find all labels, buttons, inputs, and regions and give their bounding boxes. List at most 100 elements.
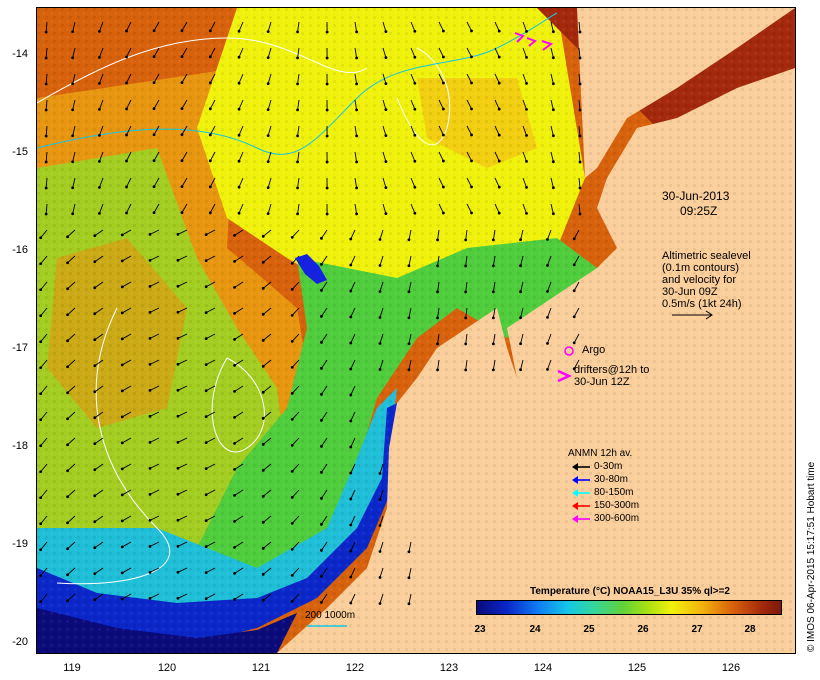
velocity-arrow [321, 411, 328, 421]
velocity-arrow [234, 255, 244, 262]
velocity-arrow-head [261, 468, 265, 472]
velocity-arrow [438, 177, 444, 188]
velocity-arrow-head [204, 363, 208, 367]
velocity-arrow-head [290, 339, 294, 343]
velocity-arrow [181, 125, 188, 135]
velocity-arrow [262, 281, 272, 289]
velocity-arrow-head [152, 133, 156, 137]
velocity-arrow [153, 177, 160, 187]
velocity-arrow-head [233, 519, 236, 523]
velocity-arrow [67, 307, 76, 316]
velocity-arrow-head [39, 418, 43, 422]
velocity-arrow-head [407, 316, 411, 320]
velocity-arrow [149, 489, 160, 495]
velocity-arrow [122, 489, 132, 496]
velocity-arrow [153, 73, 160, 83]
velocity-arrow-head [290, 391, 294, 395]
velocity-arrow [547, 359, 552, 370]
velocity-arrow [492, 333, 496, 344]
velocity-arrow-head [208, 55, 212, 59]
velocity-arrow-head [349, 367, 353, 371]
velocity-arrow-head [407, 576, 411, 580]
velocity-arrow [465, 229, 468, 240]
velocity-arrow [438, 203, 444, 214]
velocity-arrow-head [233, 233, 236, 237]
velocity-arrow [350, 411, 356, 422]
velocity-arrow-head [519, 264, 522, 268]
velocity-arrow [267, 99, 272, 110]
velocity-arrow [321, 281, 328, 291]
velocity-arrow [321, 515, 328, 525]
velocity-arrow-head [320, 600, 323, 604]
velocity-arrow-head [233, 571, 236, 575]
velocity-arrow [547, 255, 552, 266]
velocity-arrow-head [378, 316, 382, 319]
legend-arrow-icon [572, 462, 590, 471]
velocity-arrow [126, 21, 132, 32]
velocity-arrow-head [66, 547, 69, 551]
velocity-arrow-head [551, 56, 555, 60]
velocity-arrow [177, 359, 188, 365]
velocity-arrow [40, 489, 48, 499]
velocity-arrow-head [325, 186, 329, 190]
y-tick-label: -19 [12, 538, 28, 550]
velocity-arrow [234, 229, 244, 236]
velocity-arrow-head [384, 212, 388, 215]
velocity-arrow-head [66, 469, 69, 473]
velocity-arrow [438, 151, 444, 162]
velocity-arrow-head [39, 288, 43, 292]
velocity-arrow-head [237, 159, 241, 163]
velocity-arrow [153, 47, 160, 57]
velocity-arrow-head [464, 238, 468, 242]
velocity-arrow [494, 47, 500, 58]
velocity-arrow-head [176, 596, 180, 600]
velocity-arrow-head [296, 30, 299, 34]
velocity-arrow-head [120, 441, 124, 445]
velocity-arrow [291, 307, 300, 316]
velocity-arrow [94, 307, 104, 315]
velocity-arrow [550, 73, 554, 84]
velocity-arrow-head [261, 364, 265, 368]
anmn-legend-title: ANMN 12h av. [568, 448, 633, 459]
velocity-arrow-head [233, 389, 236, 393]
colorbar-tick: 27 [691, 624, 703, 635]
velocity-arrow [408, 359, 412, 370]
velocity-arrow [354, 73, 358, 84]
velocity-arrow-head [572, 315, 576, 319]
velocity-arrow-head [93, 468, 97, 472]
velocity-arrow [494, 99, 500, 110]
velocity-arrow [321, 463, 328, 473]
velocity-arrow-head [470, 133, 473, 137]
velocity-arrow-head [261, 546, 265, 550]
velocity-arrow-head [93, 416, 97, 420]
velocity-arrow [205, 541, 216, 548]
reference-arrow-icon [672, 310, 713, 320]
velocity-arrow [205, 463, 216, 470]
velocity-arrow-head [204, 571, 208, 575]
velocity-arrow [40, 281, 48, 291]
velocity-arrow-head [261, 520, 265, 524]
velocity-arrow-head [66, 521, 69, 525]
velocity-arrow [40, 567, 48, 577]
velocity-arrow [350, 541, 356, 552]
velocity-arrow-head [66, 365, 69, 369]
velocity-arrow [99, 151, 104, 162]
legend-arrow-icon [572, 488, 590, 497]
velocity-arrow [205, 515, 216, 522]
velocity-arrow [382, 151, 387, 162]
velocity-arrow-head [546, 367, 549, 371]
velocity-arrow [126, 151, 132, 162]
velocity-arrow [350, 567, 356, 578]
velocity-arrow [126, 125, 132, 136]
velocity-arrow-head [44, 108, 48, 112]
velocity-arrow-head [120, 233, 124, 237]
velocity-arrow-head [120, 311, 124, 315]
velocity-arrow [321, 255, 328, 265]
velocity-arrow [262, 307, 272, 315]
velocity-arrow [238, 177, 244, 188]
velocity-arrow [209, 177, 216, 188]
velocity-arrow [550, 203, 554, 214]
legend-label: 300-600m [594, 513, 640, 524]
velocity-arrow [153, 21, 160, 31]
velocity-arrow [209, 203, 216, 214]
